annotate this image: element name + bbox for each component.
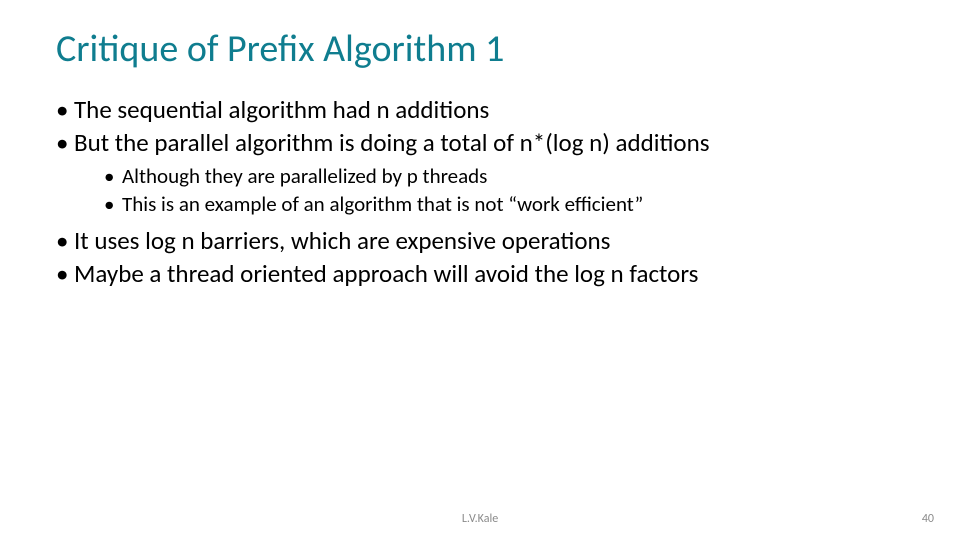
sub-bullet-list: Although they are parallelized by p thre… [74, 163, 904, 218]
sub-bullet-item: Although they are parallelized by p thre… [74, 163, 904, 189]
slide-title: Critique of Prefix Algorithm 1 [56, 26, 904, 72]
bullet-item: It uses log n barriers, which are expens… [56, 225, 904, 256]
bullet-item: But the parallel algorithm is doing a to… [56, 127, 904, 217]
sub-bullet-item: This is an example of an algorithm that … [74, 191, 904, 217]
sub-bullet-text: This is an example of an algorithm that … [122, 191, 643, 217]
bullet-list: The sequential algorithm had n additions… [56, 94, 904, 290]
bullet-item: Maybe a thread oriented approach will av… [56, 258, 904, 289]
bullet-text: The sequential algorithm had n additions [74, 94, 489, 125]
sub-bullet-text: Although they are parallelized by p thre… [122, 163, 487, 189]
footer-author: L.V.Kale [0, 512, 960, 526]
bullet-text: It uses log n barriers, which are expens… [74, 225, 610, 256]
slide: Critique of Prefix Algorithm 1 The seque… [0, 0, 960, 540]
bullet-item: The sequential algorithm had n additions [56, 94, 904, 125]
bullet-text: Maybe a thread oriented approach will av… [74, 258, 698, 289]
footer-page-number: 40 [922, 512, 934, 526]
bullet-text: But the parallel algorithm is doing a to… [74, 127, 710, 158]
